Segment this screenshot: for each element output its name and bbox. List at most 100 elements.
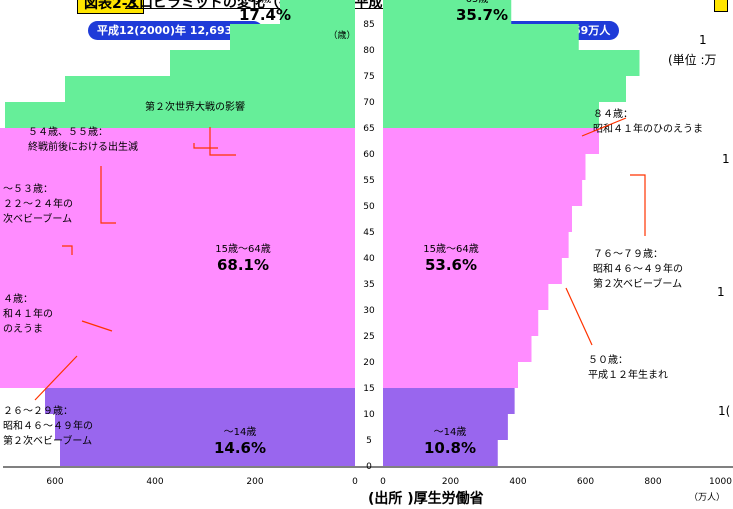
bar-left-10-14 — [45, 388, 355, 414]
annotation-left-3-line-1: ～５３歳： — [3, 183, 53, 195]
bar-left-15-19 — [0, 362, 355, 388]
annotation-left-4-line-3: のえうま — [3, 323, 43, 335]
age-tick-65: 65 — [363, 124, 374, 134]
bar-right-75-79 — [383, 50, 640, 76]
age-tick-30: 30 — [363, 306, 375, 316]
bar-right-20-24 — [383, 336, 532, 362]
age-tick-60: 60 — [363, 150, 375, 160]
age-unit-label: （歳） — [328, 29, 355, 41]
left-working-percent: 68.1% — [217, 256, 269, 274]
side-mark-4: 1( — [718, 404, 731, 418]
bar-right-80-84 — [383, 24, 579, 50]
bar-left-50-54 — [0, 180, 355, 206]
x-tick-left-400: 400 — [146, 477, 163, 487]
side-mark-2: 1 — [722, 152, 730, 166]
annotation-right-1-line-1: ８４歳： — [593, 108, 633, 120]
left-year-pill: 平成12(2000)年 12,693万人 — [88, 21, 264, 40]
annotation-leader-9 — [565, 287, 593, 346]
annotation-left-3-line-2: ２２～２４年の — [3, 197, 73, 210]
age-tick-35: 35 — [363, 280, 374, 290]
bar-left-35-39 — [0, 258, 355, 284]
age-tick-70: 70 — [363, 98, 375, 108]
bar-right-30-34 — [383, 284, 549, 310]
left-elderly-group-label: 65歳～ — [249, 0, 282, 5]
x-tick-right-200: 200 — [442, 477, 459, 487]
annotation-right-2-line-2: 昭和４６～４９年の — [593, 262, 683, 275]
age-tick-85: 85 — [363, 20, 374, 30]
corner-mark — [714, 0, 728, 12]
figure-label: 図表2-3 — [77, 0, 145, 14]
x-tick-right-800: 800 — [644, 477, 661, 487]
age-tick-10: 10 — [363, 410, 375, 420]
age-tick-40: 40 — [363, 254, 375, 264]
age-tick-15: 15 — [363, 384, 374, 394]
age-tick-45: 45 — [363, 228, 374, 238]
age-tick-90: 90 — [363, 0, 375, 4]
x-tick-right-0: 0 — [380, 477, 386, 487]
bar-left-85-89 — [280, 0, 355, 24]
bar-right-0-4 — [383, 440, 498, 466]
age-tick-5: 5 — [366, 436, 372, 446]
right-young-group-label: ～14歳 — [434, 426, 467, 438]
annotation-leader-5 — [81, 320, 113, 332]
age-tick-20: 20 — [363, 358, 375, 368]
annotation-right-3-line-1: ５０歳： — [588, 354, 628, 366]
bar-left-60-64 — [0, 128, 355, 154]
annotation-leader-1 — [209, 127, 236, 156]
bar-right-60-64 — [383, 128, 599, 154]
annotation-left-4-line-2: 和４１年の — [3, 307, 53, 320]
left-young-percent: 14.6% — [214, 439, 266, 457]
bar-right-55-59 — [383, 154, 586, 180]
age-tick-25: 25 — [363, 332, 374, 342]
bar-left-30-34 — [0, 284, 355, 310]
bar-left-80-84 — [230, 24, 355, 50]
annotation-left-2-line-2: 終戦前後における出生減 — [28, 140, 138, 153]
left-young-group-label: ～14歳 — [224, 426, 257, 438]
bar-right-25-29 — [383, 310, 539, 336]
age-tick-0: 0 — [366, 462, 372, 472]
bar-right-65-69 — [383, 102, 599, 128]
bar-left-25-29 — [0, 310, 355, 336]
x-tick-right-600: 600 — [577, 477, 594, 487]
left-working-group-label: 15歳～64歳 — [215, 243, 270, 255]
age-tick-80: 80 — [363, 46, 375, 56]
side-mark-3: 1 — [717, 285, 725, 299]
bar-left-45-49 — [0, 206, 355, 232]
bar-right-10-14 — [383, 388, 515, 414]
x-tick-right-1000: 1000 — [709, 477, 732, 487]
bar-right-40-44 — [383, 232, 569, 258]
right-working-percent: 53.6% — [425, 256, 477, 274]
right-working-group-label: 15歳～64歳 — [423, 243, 478, 255]
annotation-right-3-line-2: 平成１２年生まれ — [588, 368, 668, 381]
bar-left-55-59 — [0, 154, 355, 180]
x-tick-right-400: 400 — [509, 477, 526, 487]
bar-right-85-89 — [383, 0, 512, 24]
bar-left-5-9 — [55, 414, 355, 440]
bar-right-70-74 — [383, 76, 626, 102]
annotation-right-1-line-2: 昭和４１年のひのえうま — [593, 122, 703, 135]
x-tick-left-0: 0 — [352, 477, 358, 487]
age-tick-75: 75 — [363, 72, 374, 82]
bar-right-45-49 — [383, 206, 572, 232]
left-elderly-percent: 17.4% — [239, 6, 291, 24]
bar-left-20-24 — [0, 336, 355, 362]
bar-right-50-54 — [383, 180, 583, 206]
annotation-left-2-line-1: ５４歳、５５歳： — [28, 126, 108, 138]
x-unit-label: （万人） — [689, 492, 725, 503]
bar-left-70-74 — [65, 76, 355, 102]
side-mark-1: 1 — [699, 33, 707, 47]
right-elderly-percent: 35.7% — [456, 6, 508, 24]
bar-left-40-44 — [0, 232, 355, 258]
annotation-leader-2 — [193, 143, 218, 149]
annotation-left-4-line-1: ４歳： — [3, 293, 33, 305]
right-young-percent: 10.8% — [424, 439, 476, 457]
x-tick-left-600: 600 — [46, 477, 63, 487]
x-tick-left-200: 200 — [246, 477, 263, 487]
annotation-left-5-line-2: 昭和４６～４９年の — [3, 419, 93, 432]
bar-right-15-19 — [383, 362, 518, 388]
annotation-leader-6 — [34, 355, 78, 401]
right-elderly-group-label: 65歳～ — [466, 0, 499, 5]
bar-left-75-79 — [170, 50, 355, 76]
side-unit: (単位 :万 — [668, 53, 717, 67]
